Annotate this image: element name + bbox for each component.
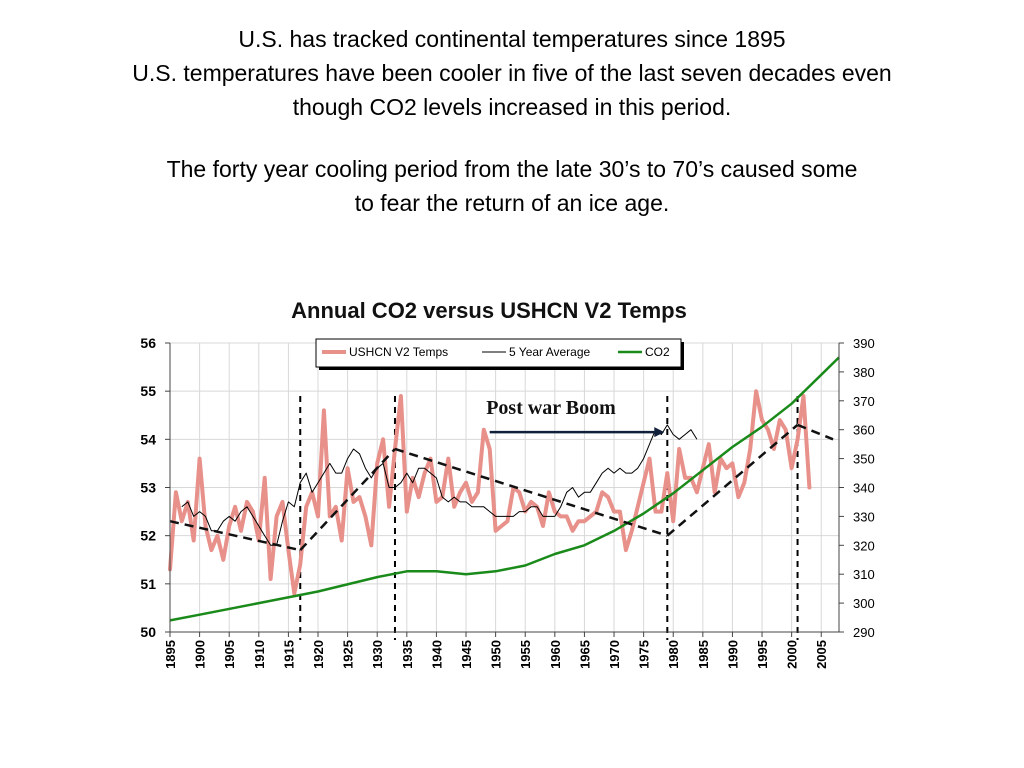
grid (169, 342, 839, 633)
y2-tick-label: 350 (853, 452, 875, 467)
y2-tick-label: 320 (853, 538, 875, 553)
y-tick-label: 55 (140, 383, 156, 399)
axes: 50 51 52 53 54 55 56 290 300 310 320 330 340 350 360 37… (140, 335, 874, 669)
x-tick-label: 1975 (637, 640, 652, 669)
y2-tick-label: 340 (853, 481, 875, 496)
x-tick-label: 1895 (163, 640, 178, 669)
legend-box (315, 338, 682, 368)
y-tick-label: 50 (140, 624, 156, 640)
y2-tick-label: 390 (853, 336, 875, 351)
x-tick-label: 1900 (193, 640, 208, 669)
annotation: Post war Boom (486, 397, 665, 438)
trend-line (299, 448, 396, 551)
series-line-5yr-average (181, 424, 698, 546)
x-tick-label: 1960 (548, 640, 563, 669)
x-tick-label: 1915 (281, 640, 296, 669)
x-tick-label: 1955 (518, 640, 533, 669)
x-tick-label: 1945 (459, 640, 474, 669)
x-tick-label: 1935 (400, 640, 415, 669)
x-tick-label: 2000 (785, 640, 800, 669)
trend-line (394, 447, 668, 537)
heading-line: U.S. has tracked continental temperature… (238, 26, 786, 52)
vertical-markers (299, 396, 799, 640)
trend-line (169, 519, 301, 552)
y-tick-label: 52 (140, 528, 156, 544)
chart-title: Annual CO2 versus USHCN V2 Temps (291, 298, 687, 323)
x-tick-label: 1990 (725, 640, 740, 669)
x-tick-label: 1910 (252, 640, 267, 669)
x-tick-label: 1980 (666, 640, 681, 669)
heading-line: though CO2 levels increased in this peri… (292, 94, 732, 120)
y2-tick-label: 360 (853, 423, 875, 438)
x-tick-label: 2005 (814, 640, 829, 669)
x-tick-label: 1905 (222, 640, 237, 669)
y2-tick-label: 290 (853, 625, 875, 640)
heading-line: U.S. temperatures have been cooler in fi… (132, 60, 892, 86)
x-tick-label: 1995 (755, 640, 770, 669)
legend-label-co2: CO2 (645, 345, 670, 359)
trend-line (797, 423, 834, 441)
x-tick-label: 1940 (429, 640, 444, 669)
trend-line (666, 423, 799, 537)
x-tick-label: 1985 (696, 640, 711, 669)
slide-heading: U.S. has tracked continental temperature… (0, 22, 1024, 124)
trend-lines (169, 423, 834, 552)
series-line-co2 (169, 356, 840, 622)
x-tick-label: 1970 (607, 640, 622, 669)
y2-tick-label: 330 (853, 509, 875, 524)
y2-tick-label: 310 (853, 567, 875, 582)
y-tick-label: 56 (140, 335, 156, 351)
y-tick-label: 53 (140, 480, 156, 496)
y-tick-label: 54 (140, 431, 156, 447)
y2-tick-label: 300 (853, 596, 875, 611)
y2-tick-label: 380 (853, 365, 875, 380)
x-tick-label: 1930 (370, 640, 385, 669)
x-tick-label: 1965 (577, 640, 592, 669)
annotation-label: Post war Boom (486, 397, 616, 419)
series-line-ushcn-temps (168, 389, 812, 596)
x-tick-label: 1920 (311, 640, 326, 669)
subheading-line: The forty year cooling period from the l… (166, 156, 858, 182)
slide-subheading: The forty year cooling period from the l… (0, 152, 1024, 220)
subheading-line: to fear the return of an ice age. (354, 190, 670, 216)
x-tick-label: 1925 (341, 640, 356, 669)
legend-label-avg: 5 Year Average (509, 345, 591, 359)
annotation-arrow-head (654, 427, 665, 438)
series-layer (168, 356, 840, 622)
y2-tick-label: 370 (853, 394, 875, 409)
y-tick-label: 51 (140, 576, 156, 592)
x-tick-label: 1950 (489, 640, 504, 669)
legend-label-temps: USHCN V2 Temps (349, 345, 448, 359)
legend: USHCN V2 Temps 5 Year Average CO2 (315, 338, 684, 370)
